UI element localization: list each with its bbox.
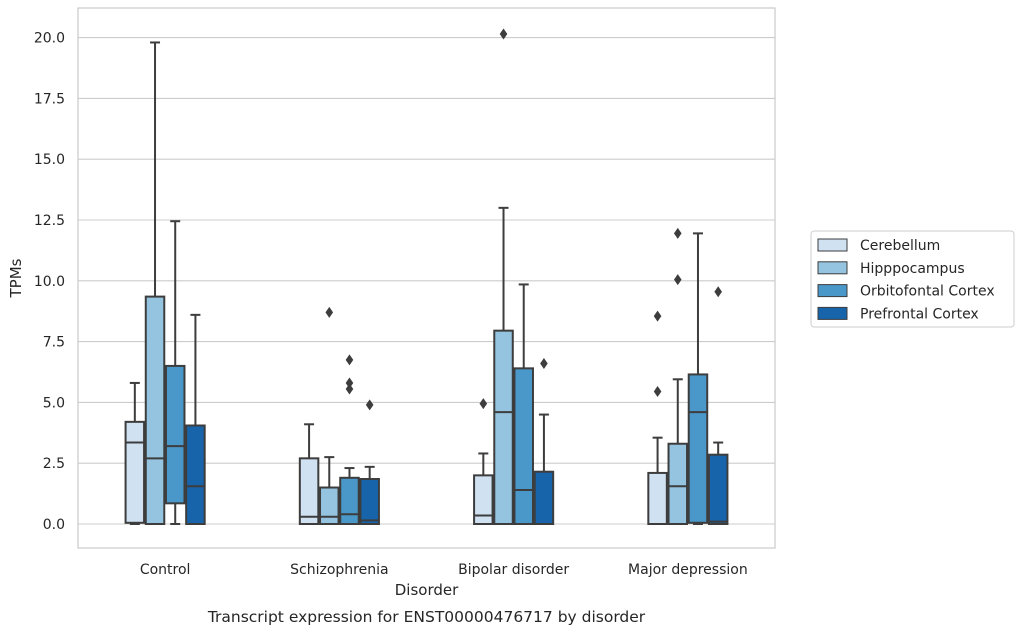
legend-items: Cerebellum Hipppocampus Orbitofontal Corte…: [817, 238, 995, 322]
box-4-2: [359, 399, 380, 525]
iqr-box: [687, 373, 709, 524]
iqr-box: [144, 295, 166, 525]
y-tick-label: 10.0: [34, 274, 65, 290]
y-axis-title: TPMs: [7, 258, 25, 298]
iqr-box: [473, 474, 494, 525]
iqr-box: [707, 453, 729, 525]
iqr-box: [513, 367, 534, 525]
y-tick-label: 2.5: [43, 456, 65, 472]
box-2-4: [667, 227, 689, 525]
iqr-box: [339, 476, 360, 525]
iqr-box: [493, 329, 514, 525]
box-3-4: [687, 232, 709, 525]
x-tick-labels: Control Schizophrenia Bipolar disorder Majo…: [140, 562, 748, 578]
iqr-box: [164, 364, 186, 505]
legend-swatch: [817, 261, 848, 275]
outlier-point: [365, 399, 374, 411]
box-plot-marks: [124, 28, 729, 526]
iqr-box: [319, 486, 340, 525]
box-1-1: [124, 381, 146, 525]
y-tick-label: 20.0: [34, 31, 65, 47]
box-2-1: [144, 41, 166, 525]
y-tick-labels: 0.0 2.5 5.0 7.5 10.0 12.5 15.0 17.5 20.0: [34, 31, 65, 533]
box-3-1: [164, 220, 186, 525]
y-tick-label: 15.0: [34, 152, 65, 168]
iqr-box: [667, 442, 689, 525]
iqr-box: [298, 457, 320, 525]
iqr-box: [647, 471, 668, 526]
legend: Cerebellum Hipppocampus Orbitofontal Corte…: [810, 230, 1015, 328]
outlier-point: [499, 28, 508, 40]
y-tick-label: 12.5: [34, 213, 65, 229]
iqr-box: [533, 470, 555, 526]
legend-swatch: [817, 306, 848, 320]
outlier-point: [714, 286, 722, 298]
outlier-point: [345, 383, 354, 395]
y-tick-label: 0.0: [43, 517, 65, 533]
y-tick-label: 17.5: [34, 91, 65, 107]
x-axis-title: Disorder: [395, 581, 459, 599]
box-4-3: [533, 357, 555, 526]
x-tick-label: Bipolar disorder: [458, 562, 569, 578]
legend-label: Prefrontal Cortex: [860, 306, 979, 322]
legend-label: Orbitofontal Cortex: [860, 284, 995, 300]
iqr-box: [359, 478, 380, 525]
box-1-2: [298, 423, 320, 525]
box-2-3: [493, 28, 514, 525]
box-1-4: [647, 310, 668, 526]
outlier-point: [345, 377, 354, 389]
plot-frame: [77, 7, 776, 549]
outlier-point: [673, 274, 682, 286]
legend-label: Hipppocampus: [860, 261, 965, 277]
x-tick-label: Schizophrenia: [290, 562, 388, 578]
x-tick-label: Major depression: [628, 562, 748, 578]
legend-swatch: [817, 238, 848, 252]
legend-swatch: [817, 284, 848, 298]
x-tick-label: Control: [140, 562, 191, 578]
iqr-box: [185, 424, 206, 525]
chart-caption: Transcript expression for ENST0000047671…: [207, 608, 646, 626]
legend-frame: [810, 230, 1015, 328]
y-tick-label: 7.5: [43, 335, 65, 351]
outlier-point: [345, 354, 354, 366]
outlier-point: [325, 306, 334, 318]
iqr-box: [124, 420, 146, 524]
box-2-2: [319, 306, 340, 525]
outlier-point: [653, 385, 662, 397]
box-4-4: [707, 286, 729, 525]
box-4-1: [185, 313, 206, 525]
outlier-point: [673, 227, 682, 239]
legend-label: Cerebellum: [860, 238, 940, 254]
box-1-3: [473, 398, 494, 525]
outlier-point: [540, 357, 548, 369]
y-tick-label: 5.0: [43, 395, 65, 411]
box-3-2: [339, 354, 360, 525]
outlier-point: [653, 310, 662, 322]
box-3-3: [513, 283, 534, 525]
outlier-point: [479, 398, 488, 410]
